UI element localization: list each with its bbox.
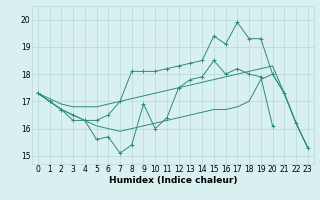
X-axis label: Humidex (Indice chaleur): Humidex (Indice chaleur) <box>108 176 237 185</box>
